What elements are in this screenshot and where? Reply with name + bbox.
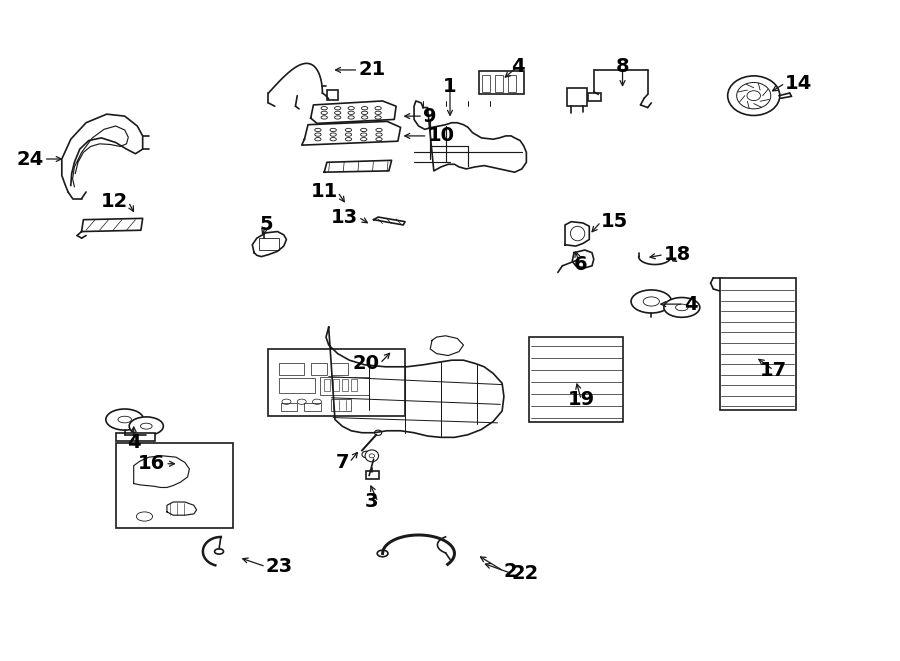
Text: 21: 21 bbox=[358, 60, 385, 79]
Bar bbox=[720, 278, 796, 410]
Bar bbox=[479, 71, 524, 95]
Text: 20: 20 bbox=[353, 354, 380, 373]
Bar bbox=[327, 90, 338, 100]
Ellipse shape bbox=[631, 290, 671, 313]
Ellipse shape bbox=[365, 450, 379, 462]
Text: 19: 19 bbox=[568, 390, 595, 409]
Bar bbox=[331, 364, 347, 375]
Bar bbox=[281, 403, 297, 411]
Bar bbox=[304, 403, 320, 411]
Text: 12: 12 bbox=[101, 192, 129, 212]
Text: 3: 3 bbox=[364, 492, 378, 512]
Ellipse shape bbox=[214, 549, 223, 554]
Text: 4: 4 bbox=[510, 57, 524, 76]
Text: 7: 7 bbox=[336, 453, 349, 472]
Bar bbox=[333, 379, 339, 391]
Text: 15: 15 bbox=[601, 212, 628, 231]
Text: 23: 23 bbox=[266, 557, 292, 576]
Text: 13: 13 bbox=[331, 208, 358, 227]
Text: 6: 6 bbox=[573, 255, 587, 274]
Bar bbox=[324, 379, 330, 391]
Bar bbox=[279, 364, 304, 375]
Ellipse shape bbox=[728, 76, 779, 116]
Text: 11: 11 bbox=[310, 182, 338, 202]
Ellipse shape bbox=[130, 417, 163, 436]
Ellipse shape bbox=[106, 409, 144, 430]
Bar bbox=[508, 75, 516, 92]
Bar bbox=[116, 443, 232, 528]
Bar bbox=[351, 379, 357, 391]
Text: 5: 5 bbox=[259, 215, 273, 235]
Bar bbox=[589, 93, 601, 101]
Bar bbox=[365, 471, 379, 479]
Text: 14: 14 bbox=[785, 73, 813, 93]
Text: 22: 22 bbox=[511, 564, 538, 583]
Bar bbox=[482, 75, 491, 92]
Text: 4: 4 bbox=[684, 295, 698, 313]
Bar bbox=[116, 434, 156, 442]
Text: 1: 1 bbox=[443, 77, 457, 96]
Bar bbox=[268, 349, 405, 416]
Bar bbox=[320, 377, 369, 395]
Bar bbox=[495, 75, 503, 92]
Ellipse shape bbox=[664, 297, 700, 317]
Bar bbox=[331, 399, 351, 411]
Text: 2: 2 bbox=[504, 562, 518, 581]
Text: 10: 10 bbox=[428, 126, 454, 145]
Text: 9: 9 bbox=[423, 106, 436, 126]
Text: 16: 16 bbox=[138, 454, 165, 473]
Bar bbox=[567, 88, 587, 106]
Text: 4: 4 bbox=[127, 433, 140, 452]
Text: 17: 17 bbox=[760, 361, 788, 379]
Bar bbox=[529, 337, 624, 422]
Bar bbox=[310, 364, 327, 375]
Bar bbox=[342, 379, 348, 391]
Bar bbox=[279, 378, 315, 393]
Text: 8: 8 bbox=[616, 57, 629, 76]
Ellipse shape bbox=[377, 550, 388, 557]
Text: 18: 18 bbox=[664, 245, 691, 264]
Bar bbox=[259, 238, 279, 250]
Text: 24: 24 bbox=[16, 149, 44, 169]
